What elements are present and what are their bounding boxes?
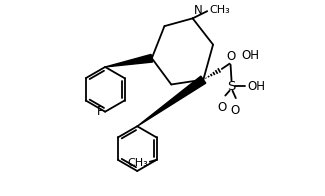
Text: OH: OH [247, 80, 265, 93]
Text: O: O [226, 50, 235, 63]
Text: O: O [217, 101, 227, 114]
Text: OH: OH [241, 49, 259, 62]
Text: O: O [231, 104, 240, 117]
Text: F: F [97, 105, 103, 118]
Polygon shape [105, 54, 152, 67]
Text: N: N [194, 4, 203, 17]
Text: S: S [227, 80, 236, 93]
Text: CH₃: CH₃ [127, 158, 148, 168]
Text: CH₃: CH₃ [209, 5, 230, 15]
Polygon shape [137, 76, 206, 126]
